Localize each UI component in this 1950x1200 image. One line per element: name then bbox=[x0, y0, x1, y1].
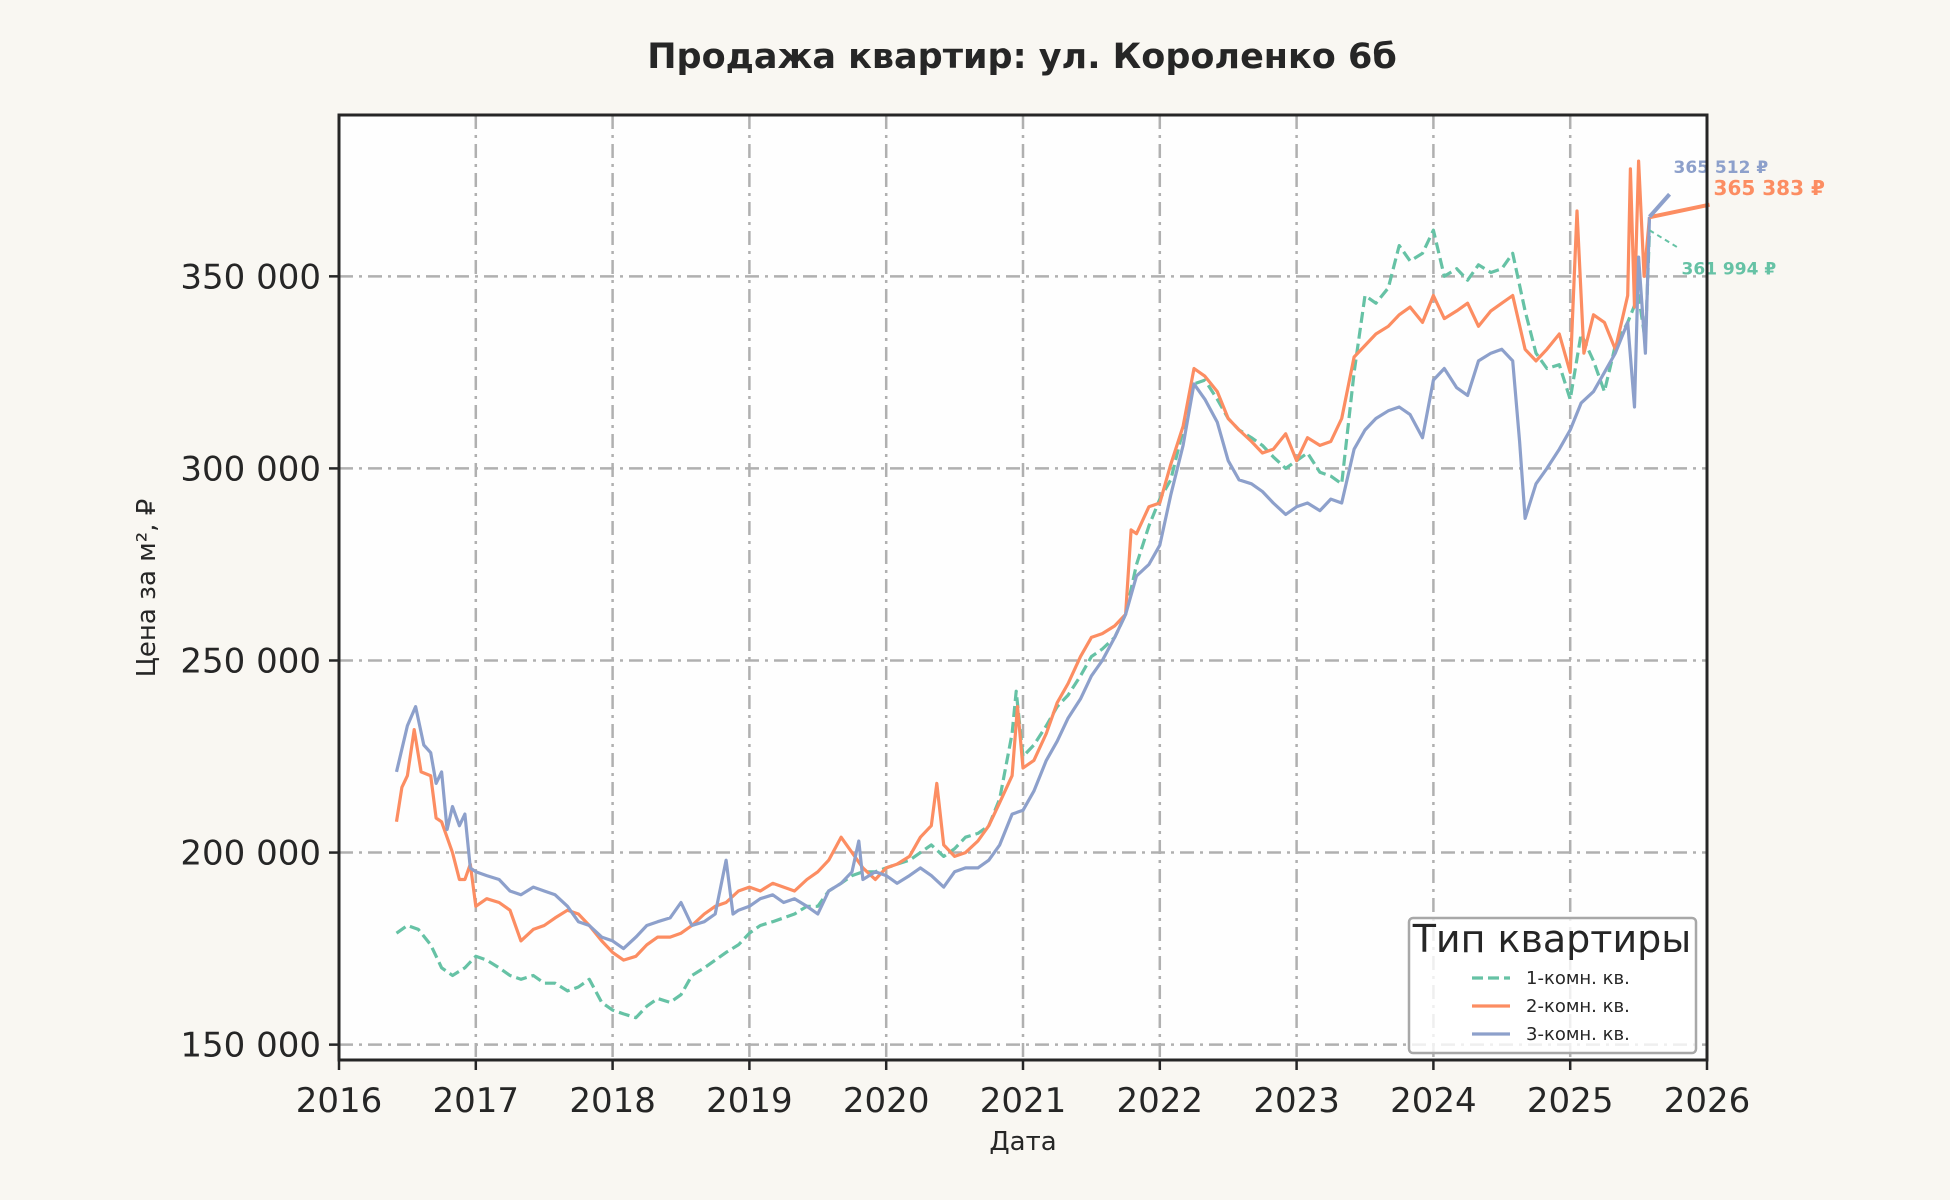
x-tick-label: 2020 bbox=[843, 1081, 930, 1121]
end-value-label: 365 383 ₽ bbox=[1714, 176, 1825, 200]
y-tick-label: 150 000 bbox=[180, 1026, 321, 1066]
x-tick-label: 2017 bbox=[433, 1081, 520, 1121]
end-annotation-arrow bbox=[1649, 202, 1710, 220]
y-axis-label: Цена за м², ₽ bbox=[132, 499, 162, 678]
end-annotations: 361 994 ₽ 365 383 ₽365 512 ₽ bbox=[1648, 158, 1825, 279]
x-axis-label: Дата bbox=[989, 1127, 1056, 1157]
end-value-label: 365 512 ₽ bbox=[1674, 158, 1769, 178]
legend-box bbox=[1407, 916, 1698, 1055]
x-tick-label: 2019 bbox=[706, 1081, 793, 1121]
legend-title: Тип квартиры bbox=[1412, 917, 1692, 961]
x-tick-label: 2021 bbox=[980, 1081, 1067, 1121]
legend: Тип квартиры 1-комн. кв. 2-комн. кв. 3-ком… bbox=[1407, 916, 1698, 1055]
y-tick-label: 250 000 bbox=[180, 641, 321, 681]
legend-entry-label: 1-комн. кв. bbox=[1526, 968, 1630, 989]
x-tick-label: 2024 bbox=[1390, 1081, 1477, 1121]
x-tick-label: 2026 bbox=[1664, 1081, 1751, 1121]
end-value-label: 361 994 ₽ bbox=[1682, 259, 1777, 279]
x-tick-label: 2022 bbox=[1117, 1081, 1204, 1121]
x-axis: 2016 2017 2018 2019 2020 2021 2022 2023 2024 2025… bbox=[296, 1060, 1751, 1121]
end-annotation-arrow bbox=[1649, 229, 1679, 249]
legend-entry-label: 2-комн. кв. bbox=[1526, 996, 1630, 1017]
y-tick-label: 200 000 bbox=[180, 834, 321, 874]
legend-entry-label: 3-комн. кв. bbox=[1526, 1024, 1630, 1045]
end-annotation-arrow bbox=[1648, 192, 1672, 219]
series-lines bbox=[394, 159, 1652, 1020]
series-line-3 bbox=[394, 216, 1652, 951]
x-tick-label: 2023 bbox=[1253, 1081, 1340, 1121]
x-tick-label: 2025 bbox=[1527, 1081, 1614, 1121]
series-line-1 bbox=[395, 228, 1652, 1020]
x-tick-label: 2018 bbox=[569, 1081, 656, 1121]
x-tick-label: 2016 bbox=[296, 1081, 383, 1121]
y-tick-label: 300 000 bbox=[180, 449, 321, 489]
y-axis: 150 000 200 000 250 000 300 000 350 000 bbox=[180, 257, 339, 1066]
chart-title: Продажа квартир: ул. Короленко 6б bbox=[647, 37, 1397, 77]
y-tick-label: 350 000 bbox=[180, 257, 321, 297]
